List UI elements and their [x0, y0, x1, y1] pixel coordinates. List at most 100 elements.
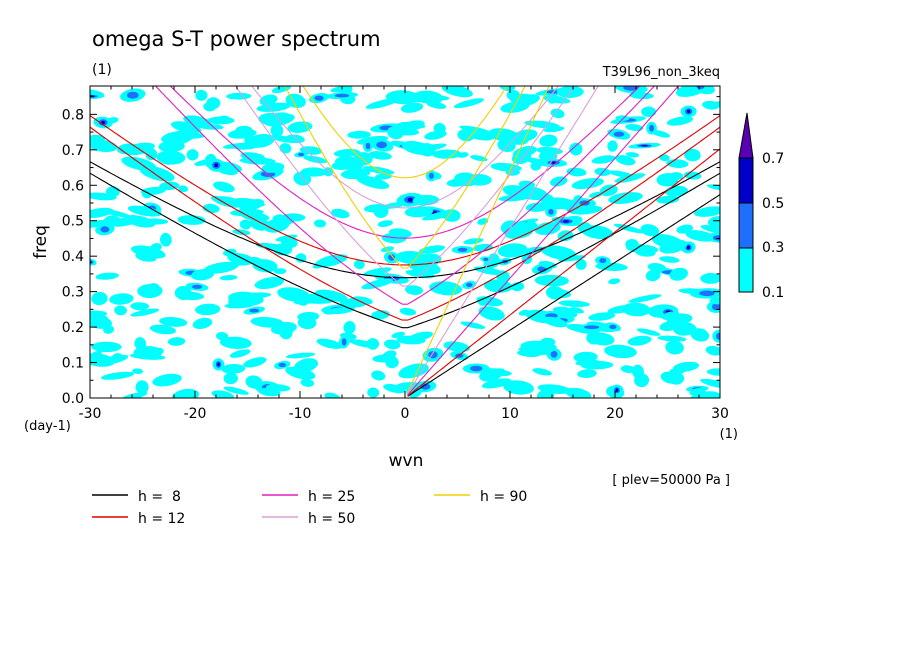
power-patch [270, 124, 284, 137]
power-patch [277, 287, 311, 302]
power-patch [558, 307, 578, 319]
power-patch [127, 205, 162, 217]
power-patch [518, 309, 530, 316]
x-axis-label: wvn [389, 451, 424, 471]
power-patch [477, 218, 489, 225]
power-patch [706, 184, 720, 191]
power-patch [641, 106, 657, 118]
power-patch [120, 391, 148, 398]
power-patch [666, 116, 694, 126]
power-patch [647, 262, 667, 272]
power-patch [101, 120, 105, 125]
power-patch [238, 292, 272, 299]
power-patch [656, 195, 679, 204]
power-patch [235, 125, 253, 134]
power-patch [223, 372, 238, 385]
x-axis-unit: (1) [720, 427, 738, 442]
colorbar-level-label: 0.3 [762, 240, 784, 256]
legend-label-h8: h = 8 [138, 489, 181, 505]
power-patch [657, 335, 687, 342]
power-patch [669, 267, 688, 281]
power-patch [372, 354, 397, 363]
power-patch [254, 276, 284, 290]
colorbar: 0.1 0.3 0.5 0.7 [738, 112, 784, 301]
power-patch [265, 112, 288, 120]
power-patch [625, 152, 640, 158]
power-patch [543, 126, 565, 133]
power-patch [90, 192, 117, 201]
power-patch [496, 270, 510, 283]
curve-h8-kelvin [407, 194, 720, 397]
power-patch [172, 388, 200, 398]
power-shading [90, 86, 720, 398]
power-patch [91, 291, 108, 306]
power-patch [542, 316, 568, 328]
power-patch [481, 378, 512, 389]
power-patch [537, 384, 572, 394]
power-patch [705, 345, 720, 356]
y-tick-label: 0.8 [62, 107, 84, 123]
power-patch [659, 239, 688, 254]
power-patch [134, 337, 147, 351]
power-patch [315, 254, 348, 268]
power-patch [152, 373, 182, 387]
power-patch [314, 219, 326, 228]
power-patch [171, 121, 202, 134]
power-patch [503, 380, 534, 395]
power-patch [446, 178, 468, 187]
power-patch [367, 387, 380, 398]
power-patch [211, 390, 235, 398]
power-patch [331, 160, 357, 170]
power-patch [470, 155, 488, 162]
power-patch [101, 209, 131, 218]
power-patch [569, 142, 583, 156]
curve-h50-kelvin [407, 86, 599, 395]
power-patch [294, 358, 319, 373]
power-patch [534, 221, 561, 236]
power-patch [295, 253, 307, 263]
power-patch [580, 360, 614, 370]
power-patch [457, 247, 468, 252]
power-patch [223, 386, 249, 395]
power-patch [460, 321, 486, 329]
power-patch [641, 144, 648, 147]
power-patch [216, 331, 229, 341]
power-patch [339, 332, 357, 340]
power-patch [625, 123, 644, 132]
power-patch [700, 272, 720, 284]
curve-h12-kelvin [407, 148, 720, 397]
power-patch [127, 91, 139, 99]
power-patch [504, 225, 534, 239]
x-tick-label: 10 [501, 406, 519, 422]
power-patch [366, 338, 380, 350]
curve-h50-ig-n1 [251, 86, 559, 209]
power-patch [713, 235, 720, 241]
power-patch [300, 378, 315, 387]
power-patch [159, 232, 172, 247]
power-patch [676, 224, 693, 234]
x-tick-label: 30 [711, 406, 729, 422]
power-patch [90, 139, 118, 153]
power-patch [161, 130, 195, 144]
power-patch [194, 118, 207, 128]
power-patch [398, 363, 429, 379]
power-patch [659, 256, 680, 263]
power-patch [702, 100, 720, 110]
power-patch [709, 296, 720, 305]
colorbar-segment [738, 202, 754, 249]
y-tick-label: 0.5 [62, 214, 84, 230]
power-patch [405, 270, 435, 279]
power-patch [524, 120, 560, 129]
power-patch [398, 121, 426, 129]
power-patch [192, 317, 213, 329]
power-patch [229, 349, 251, 358]
power-patch [354, 259, 365, 270]
power-patch [324, 392, 341, 398]
power-patch [684, 148, 701, 162]
power-patch [393, 128, 420, 136]
power-patch [548, 208, 554, 215]
power-patch [121, 156, 157, 171]
power-patch [195, 303, 221, 316]
power-patch [550, 108, 565, 119]
power-patch [377, 220, 393, 227]
